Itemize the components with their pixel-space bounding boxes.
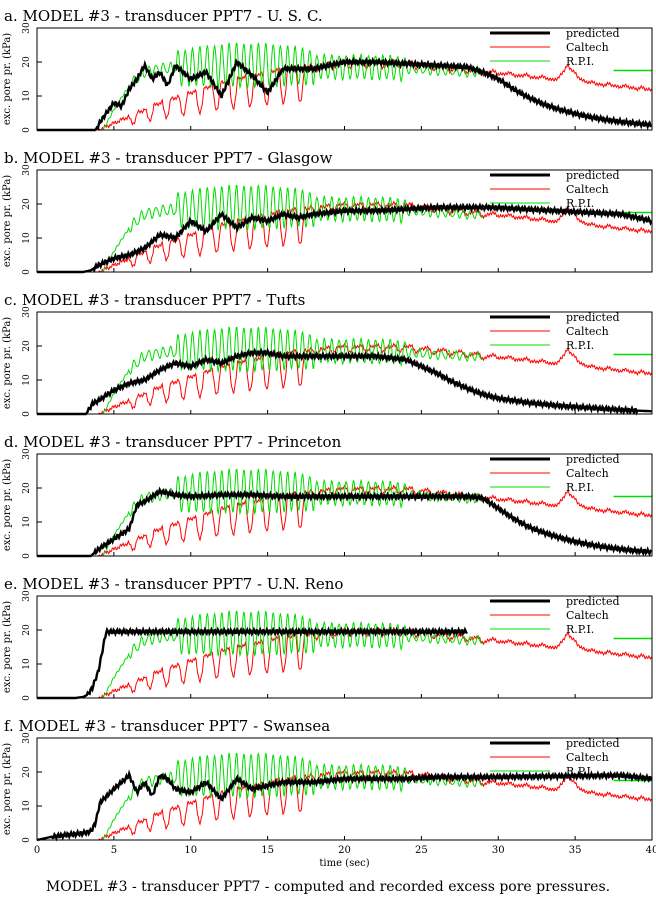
series-rpi-line — [37, 752, 484, 841]
panel-title: d. MODEL #3 - transducer PPT7 - Princeto… — [4, 433, 342, 451]
x-tick-label: 15 — [261, 845, 274, 856]
panel-f: f. MODEL #3 - transducer PPT7 - Swansea e… — [2, 717, 656, 869]
panel-title: a. MODEL #3 - transducer PPT7 - U. S. C. — [4, 7, 323, 25]
x-tick-label: 5 — [111, 845, 117, 856]
panel-e: e. MODEL #3 - transducer PPT7 - U.N. Ren… — [2, 575, 653, 701]
x-tick-label: 20 — [338, 845, 351, 856]
legend-label: predicted — [566, 311, 620, 324]
y-tick-label: 30 — [22, 22, 32, 34]
y-axis-label: exc. pore pr. (kPa) — [2, 601, 13, 693]
y-axis-label: exc. pore pr. (kPa) — [2, 175, 13, 267]
legend-label: R.P.I. — [566, 765, 594, 778]
legend-label: predicted — [566, 169, 620, 182]
plot-area-frame — [36, 169, 653, 273]
series-predicted-line — [37, 202, 653, 274]
y-tick-label: 0 — [22, 127, 32, 133]
y-tick-label: 0 — [22, 695, 32, 701]
series-rpi-line — [37, 42, 484, 131]
panel-title: f. MODEL #3 - transducer PPT7 - Swansea — [4, 717, 330, 735]
legend-label: predicted — [566, 27, 620, 40]
series-predicted-line — [37, 486, 652, 558]
legend-label: R.P.I. — [566, 481, 594, 494]
legend-label: R.P.I. — [566, 623, 594, 636]
x-tick-label: 10 — [184, 845, 197, 856]
y-tick-label: 30 — [22, 164, 32, 176]
legend-label: Caltech — [566, 609, 609, 622]
y-axis-label: exc. pore pr. (kPa) — [2, 33, 13, 125]
series-rpi-line — [37, 610, 484, 699]
y-tick-label: 0 — [22, 269, 32, 275]
series-caltech-line — [37, 342, 653, 415]
y-tick-label: 20 — [22, 766, 32, 778]
plot-area-frame — [36, 27, 653, 131]
panel-c: c. MODEL #3 - transducer PPT7 - Tufts exc… — [2, 291, 653, 417]
y-tick-label: 0 — [22, 411, 32, 417]
plot-area-frame — [36, 311, 653, 415]
x-tick-label: 0 — [34, 845, 40, 856]
y-tick-label: 10 — [22, 374, 32, 386]
y-tick-label: 20 — [22, 624, 32, 636]
series-caltech-line — [37, 484, 653, 557]
x-axis-label: time (sec) — [319, 858, 369, 869]
legend-label: R.P.I. — [566, 197, 594, 210]
legend-label: Caltech — [566, 183, 609, 196]
legend-label: predicted — [566, 453, 620, 466]
y-axis-label: exc. pore pr. (kPa) — [2, 317, 13, 409]
y-tick-label: 0 — [22, 837, 32, 843]
series-caltech-line — [37, 58, 653, 131]
x-tick-label: 30 — [492, 845, 505, 856]
series-rpi-line — [37, 184, 484, 273]
legend-label: R.P.I. — [566, 339, 594, 352]
series-caltech-line — [37, 626, 653, 699]
y-tick-label: 10 — [22, 232, 32, 244]
y-tick-label: 30 — [22, 448, 32, 460]
legend-label: R.P.I. — [566, 55, 594, 68]
panel-b: b. MODEL #3 - transducer PPT7 - Glasgow e… — [2, 149, 653, 275]
series-predicted-line — [37, 347, 652, 416]
panel-a: a. MODEL #3 - transducer PPT7 - U. S. C.… — [2, 7, 653, 133]
plot-area-frame — [36, 453, 653, 557]
y-tick-label: 20 — [22, 56, 32, 68]
x-tick-label: 25 — [415, 845, 428, 856]
series-caltech-line — [37, 768, 653, 841]
y-tick-label: 30 — [22, 590, 32, 602]
series-predicted-line — [37, 626, 468, 700]
plot-area-frame — [36, 737, 653, 841]
y-tick-label: 20 — [22, 340, 32, 352]
legend-label: Caltech — [566, 325, 609, 338]
legend-label: predicted — [566, 595, 620, 608]
panel-title: b. MODEL #3 - transducer PPT7 - Glasgow — [4, 149, 333, 167]
legend-label: Caltech — [566, 467, 609, 480]
y-tick-label: 20 — [22, 482, 32, 494]
y-tick-label: 30 — [22, 306, 32, 318]
y-axis-label: exc. pore pr. (kPa) — [2, 459, 13, 551]
legend-label: Caltech — [566, 751, 609, 764]
y-tick-label: 10 — [22, 658, 32, 670]
y-tick-label: 0 — [22, 553, 32, 559]
panel-title: e. MODEL #3 - transducer PPT7 - U.N. Ren… — [4, 575, 343, 593]
x-tick-label: 40 — [646, 845, 656, 856]
panel-title: c. MODEL #3 - transducer PPT7 - Tufts — [4, 291, 305, 309]
y-axis-label: exc. pore pr. (kPa) — [2, 743, 13, 835]
legend-label: predicted — [566, 737, 620, 750]
series-predicted-line — [37, 56, 652, 132]
legend-label: Caltech — [566, 41, 609, 54]
x-tick-label: 35 — [569, 845, 582, 856]
series-predicted-line — [36, 769, 653, 842]
y-tick-label: 10 — [22, 516, 32, 528]
y-tick-label: 30 — [22, 732, 32, 744]
plot-area-frame — [36, 595, 653, 699]
panel-d: d. MODEL #3 - transducer PPT7 - Princeto… — [2, 433, 653, 559]
figure-caption: MODEL #3 - transducer PPT7 - computed an… — [45, 879, 611, 895]
y-tick-label: 10 — [22, 90, 32, 102]
y-tick-label: 20 — [22, 198, 32, 210]
y-tick-label: 10 — [22, 800, 32, 812]
